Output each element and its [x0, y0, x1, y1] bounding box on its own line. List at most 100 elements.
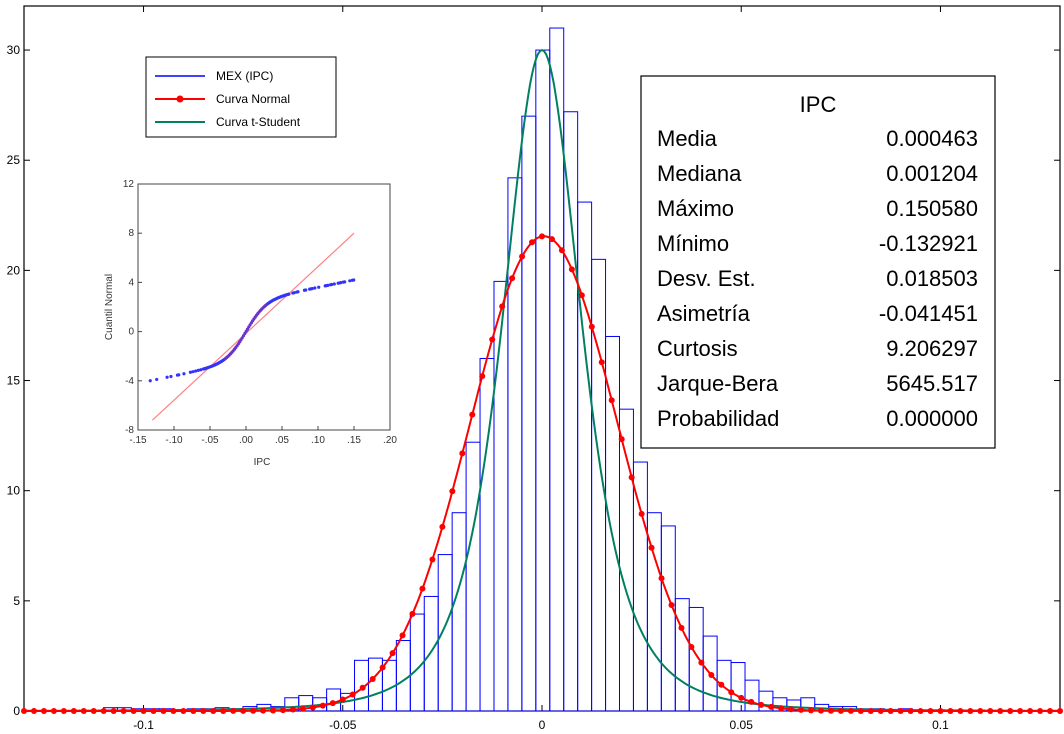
y-tick-label: 20	[7, 263, 21, 277]
normal-curve-marker	[429, 556, 435, 562]
normal-curve-marker	[220, 708, 226, 714]
inset-y-tick-label: -4	[125, 376, 134, 387]
inset-qq-point	[304, 288, 307, 291]
stats-row-value: 5645.517	[886, 371, 978, 396]
normal-curve-marker	[1057, 708, 1063, 714]
normal-curve-marker	[330, 700, 336, 706]
histogram-bar	[633, 462, 647, 711]
histogram-bar	[327, 689, 341, 711]
inset-y-tick-label: 12	[123, 179, 135, 190]
normal-curve-marker	[898, 708, 904, 714]
stats-row-value: 0.000463	[886, 126, 978, 151]
normal-curve-marker	[1047, 708, 1053, 714]
histogram-bar	[745, 680, 759, 711]
normal-curve-marker	[380, 665, 386, 671]
normal-curve-marker	[798, 707, 804, 713]
normal-curve-marker	[250, 708, 256, 714]
normal-curve-marker	[270, 707, 276, 713]
normal-curve-marker	[509, 275, 515, 281]
inset-qq-point	[352, 278, 355, 281]
stats-row-label: Curtosis	[657, 336, 738, 361]
inset-y-label: Cuantil Normal	[104, 274, 115, 340]
normal-curve-marker	[439, 524, 445, 530]
normal-curve-marker	[838, 708, 844, 714]
normal-curve-marker	[41, 708, 47, 714]
normal-curve-marker	[320, 703, 326, 709]
normal-curve-marker	[778, 705, 784, 711]
normal-curve-marker	[997, 708, 1003, 714]
normal-curve-marker	[678, 625, 684, 631]
normal-curve-marker	[230, 708, 236, 714]
normal-curve-marker	[539, 233, 545, 239]
normal-curve-marker	[698, 660, 704, 666]
normal-curve-marker	[878, 708, 884, 714]
normal-curve-marker	[619, 436, 625, 442]
normal-curve-marker	[609, 397, 615, 403]
y-tick-label: 0	[13, 704, 20, 718]
y-tick-label: 30	[7, 43, 21, 57]
stats-row-value: -0.041451	[879, 301, 978, 326]
normal-curve-marker	[190, 708, 196, 714]
normal-curve-marker	[141, 708, 147, 714]
inset-background	[100, 170, 400, 470]
normal-curve-marker	[1037, 708, 1043, 714]
normal-curve-marker	[828, 708, 834, 714]
normal-curve-marker	[449, 488, 455, 494]
normal-curve-marker	[469, 412, 475, 418]
normal-curve-marker	[519, 253, 525, 259]
stats-row-value: 0.018503	[886, 266, 978, 291]
normal-curve-marker	[848, 708, 854, 714]
normal-curve-marker	[947, 708, 953, 714]
histogram-bar	[424, 596, 438, 711]
inset-qq-point	[333, 282, 336, 285]
stats-row-value: 0.150580	[886, 196, 978, 221]
histogram-bar	[606, 336, 620, 711]
histogram-bar	[536, 50, 550, 711]
stats-row-label: Desv. Est.	[657, 266, 756, 291]
inset-x-tick-label: .20	[383, 435, 397, 446]
normal-curve-marker	[918, 708, 924, 714]
inset-qq-point	[149, 379, 152, 382]
normal-curve-marker	[868, 708, 874, 714]
y-tick-label: 25	[7, 153, 21, 167]
inset-y-tick-label: 0	[128, 327, 134, 338]
inset-x-tick-label: .15	[347, 435, 361, 446]
normal-curve-marker	[360, 685, 366, 691]
inset-qq-point	[296, 290, 299, 293]
inset-qq-point	[343, 280, 346, 283]
stats-row-label: Probabilidad	[657, 406, 779, 431]
normal-curve-marker	[559, 247, 565, 253]
normal-curve-marker	[858, 708, 864, 714]
normal-curve-marker	[549, 236, 555, 242]
normal-curve-marker	[131, 708, 137, 714]
normal-curve-marker	[160, 708, 166, 714]
normal-curve-marker	[260, 708, 266, 714]
histogram-bar	[438, 555, 452, 711]
inset-qq-point	[177, 373, 180, 376]
normal-curve-marker	[639, 511, 645, 517]
inset-x-tick-label: .10	[311, 435, 325, 446]
normal-curve-marker	[589, 324, 595, 330]
normal-curve-marker	[977, 708, 983, 714]
normal-curve-marker	[768, 704, 774, 710]
normal-curve-marker	[808, 707, 814, 713]
stats-row-value: 0.001204	[886, 161, 978, 186]
stats-row-label: Asimetría	[657, 301, 751, 326]
inset-qq-point	[165, 376, 168, 379]
normal-curve-marker	[987, 708, 993, 714]
normal-curve-marker	[200, 708, 206, 714]
normal-curve-marker	[410, 611, 416, 617]
histogram-bar	[675, 599, 689, 711]
normal-curve-marker	[599, 359, 605, 365]
normal-curve-marker	[180, 708, 186, 714]
legend-marker-normal	[177, 96, 184, 103]
legend-label-normal: Curva Normal	[216, 92, 290, 106]
histogram-bar	[522, 116, 536, 711]
normal-curve-marker	[121, 708, 127, 714]
inset-y-tick-label: 4	[128, 277, 134, 288]
stats-row-value: 0.000000	[886, 406, 978, 431]
normal-curve-marker	[718, 682, 724, 688]
normal-curve-marker	[728, 689, 734, 695]
normal-curve-marker	[101, 708, 107, 714]
